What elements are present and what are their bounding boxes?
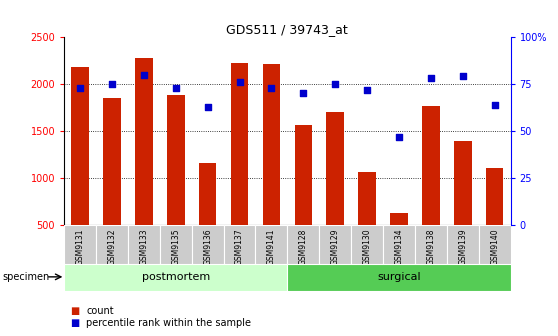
Bar — [167, 95, 185, 225]
Point — [108, 81, 117, 87]
Bar — [64, 264, 287, 291]
Point — [203, 104, 212, 109]
Bar — [287, 225, 319, 264]
Text: GSM9130: GSM9130 — [363, 228, 372, 265]
Bar — [64, 225, 96, 264]
Bar — [358, 172, 376, 225]
Point — [426, 76, 435, 81]
Text: ■: ■ — [70, 306, 79, 316]
Bar — [447, 225, 479, 264]
Text: GSM9137: GSM9137 — [235, 228, 244, 265]
Text: surgical: surgical — [377, 272, 421, 282]
Bar — [192, 225, 224, 264]
Text: GSM9141: GSM9141 — [267, 228, 276, 265]
Bar — [390, 213, 408, 225]
Bar — [454, 141, 472, 225]
Bar — [351, 225, 383, 264]
Bar — [224, 225, 256, 264]
Point — [76, 85, 85, 90]
Point — [267, 85, 276, 90]
Text: GSM9140: GSM9140 — [490, 228, 499, 265]
Text: GSM9139: GSM9139 — [458, 228, 467, 265]
Point — [299, 91, 308, 96]
Text: GSM9128: GSM9128 — [299, 228, 308, 264]
Title: GDS511 / 39743_at: GDS511 / 39743_at — [227, 23, 348, 36]
Bar — [319, 225, 351, 264]
Bar — [486, 168, 503, 225]
Bar — [128, 225, 160, 264]
Bar — [160, 225, 192, 264]
Bar — [326, 112, 344, 225]
Bar — [231, 63, 248, 225]
Text: postmortem: postmortem — [142, 272, 210, 282]
Text: GSM9134: GSM9134 — [395, 228, 403, 265]
Text: GSM9138: GSM9138 — [426, 228, 435, 265]
Bar — [256, 225, 287, 264]
Bar — [295, 125, 312, 225]
Text: ■: ■ — [70, 318, 79, 328]
Text: GSM9131: GSM9131 — [76, 228, 85, 265]
Point — [171, 85, 180, 90]
Text: GSM9135: GSM9135 — [171, 228, 180, 265]
Point — [140, 72, 148, 77]
Text: GSM9132: GSM9132 — [108, 228, 117, 265]
Point — [395, 134, 403, 139]
Text: GSM9136: GSM9136 — [203, 228, 212, 265]
Point — [363, 87, 372, 92]
Bar — [415, 225, 447, 264]
Bar — [479, 225, 511, 264]
Point — [490, 102, 499, 108]
Bar — [263, 64, 280, 225]
Bar — [71, 67, 89, 225]
Point — [458, 74, 467, 79]
Bar — [383, 225, 415, 264]
Bar — [199, 163, 217, 225]
Text: count: count — [86, 306, 114, 316]
Bar — [135, 58, 153, 225]
Bar — [103, 98, 121, 225]
Text: specimen: specimen — [3, 272, 50, 282]
Bar — [287, 264, 511, 291]
Point — [235, 79, 244, 85]
Text: percentile rank within the sample: percentile rank within the sample — [86, 318, 252, 328]
Point — [331, 81, 340, 87]
Text: GSM9129: GSM9129 — [331, 228, 340, 265]
Bar — [422, 106, 440, 225]
Text: GSM9133: GSM9133 — [140, 228, 148, 265]
Bar — [96, 225, 128, 264]
